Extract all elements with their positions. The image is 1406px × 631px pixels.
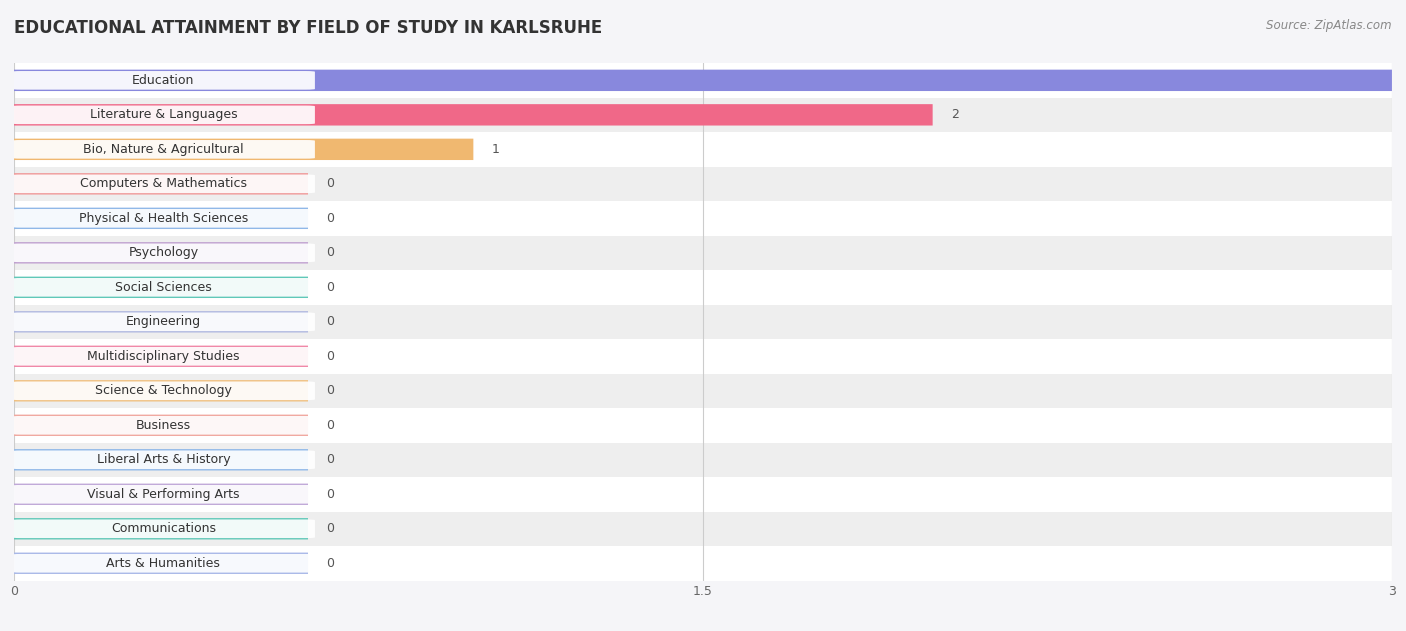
Text: 2: 2 [950,109,959,121]
FancyBboxPatch shape [11,105,315,124]
Text: Bio, Nature & Agricultural: Bio, Nature & Agricultural [83,143,243,156]
Bar [14,270,1392,305]
Text: 0: 0 [326,212,335,225]
FancyBboxPatch shape [11,209,315,228]
Text: EDUCATIONAL ATTAINMENT BY FIELD OF STUDY IN KARLSRUHE: EDUCATIONAL ATTAINMENT BY FIELD OF STUDY… [14,19,602,37]
FancyBboxPatch shape [11,312,315,331]
FancyBboxPatch shape [11,416,315,435]
Text: Source: ZipAtlas.com: Source: ZipAtlas.com [1267,19,1392,32]
FancyBboxPatch shape [11,175,315,193]
Bar [14,235,1392,270]
FancyBboxPatch shape [14,69,1392,91]
Text: 0: 0 [326,419,335,432]
FancyBboxPatch shape [11,71,315,90]
FancyBboxPatch shape [14,380,308,401]
Text: 0: 0 [326,246,335,259]
FancyBboxPatch shape [14,346,308,367]
Text: Psychology: Psychology [128,246,198,259]
Text: Business: Business [136,419,191,432]
Text: 0: 0 [326,177,335,191]
Text: 0: 0 [326,384,335,398]
Text: Education: Education [132,74,194,87]
Bar [14,98,1392,132]
FancyBboxPatch shape [11,278,315,297]
Text: Physical & Health Sciences: Physical & Health Sciences [79,212,247,225]
Text: Liberal Arts & History: Liberal Arts & History [97,453,231,466]
FancyBboxPatch shape [11,140,315,158]
Text: Arts & Humanities: Arts & Humanities [107,557,221,570]
FancyBboxPatch shape [14,518,308,540]
FancyBboxPatch shape [14,104,932,126]
FancyBboxPatch shape [11,451,315,469]
Bar [14,201,1392,235]
Bar [14,339,1392,374]
FancyBboxPatch shape [14,415,308,436]
FancyBboxPatch shape [14,449,308,471]
FancyBboxPatch shape [11,519,315,538]
Text: 0: 0 [326,488,335,501]
Text: Computers & Mathematics: Computers & Mathematics [80,177,247,191]
Text: Social Sciences: Social Sciences [115,281,212,294]
Bar [14,374,1392,408]
Text: Science & Technology: Science & Technology [94,384,232,398]
FancyBboxPatch shape [11,485,315,504]
FancyBboxPatch shape [11,554,315,572]
FancyBboxPatch shape [14,208,308,229]
FancyBboxPatch shape [11,244,315,262]
Text: Communications: Communications [111,522,217,535]
FancyBboxPatch shape [14,139,474,160]
FancyBboxPatch shape [14,242,308,264]
FancyBboxPatch shape [14,173,308,194]
Bar [14,63,1392,98]
Text: 0: 0 [326,557,335,570]
Bar [14,408,1392,442]
Text: 0: 0 [326,350,335,363]
Bar [14,167,1392,201]
Bar [14,442,1392,477]
Text: 0: 0 [326,316,335,328]
FancyBboxPatch shape [11,382,315,400]
FancyBboxPatch shape [14,483,308,505]
Text: Multidisciplinary Studies: Multidisciplinary Studies [87,350,239,363]
FancyBboxPatch shape [14,276,308,298]
FancyBboxPatch shape [14,311,308,333]
Bar [14,512,1392,546]
Text: 0: 0 [326,522,335,535]
FancyBboxPatch shape [14,553,308,574]
Bar [14,477,1392,512]
Text: 0: 0 [326,281,335,294]
Text: Literature & Languages: Literature & Languages [90,109,238,121]
Bar [14,546,1392,581]
Text: Visual & Performing Arts: Visual & Performing Arts [87,488,239,501]
Bar [14,132,1392,167]
Text: 0: 0 [326,453,335,466]
Text: 1: 1 [492,143,499,156]
Bar [14,305,1392,339]
Text: Engineering: Engineering [125,316,201,328]
FancyBboxPatch shape [11,347,315,365]
